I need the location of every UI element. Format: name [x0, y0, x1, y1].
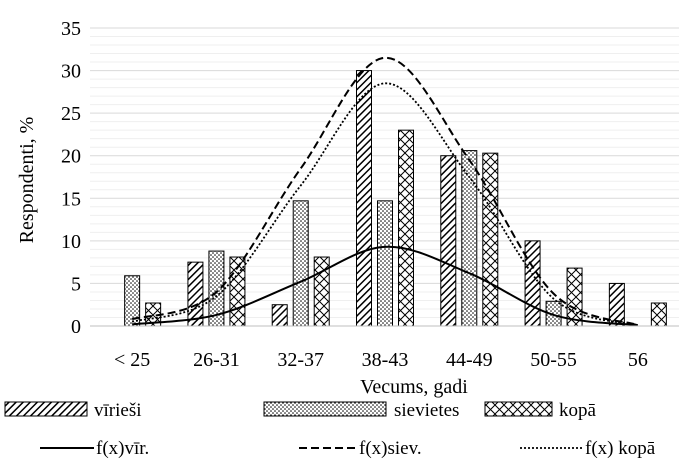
bar-diagonal-stripes — [440, 155, 457, 327]
legend-label: f(x)siev. — [359, 438, 422, 459]
bar-crosshatch — [313, 256, 330, 327]
bar-diagonal-stripes — [356, 70, 372, 327]
legend-label: sievietes — [394, 400, 459, 421]
x-tick-label: 32-37 — [277, 349, 324, 371]
bar-crosshatch — [566, 267, 583, 327]
x-tick-label: 44-49 — [446, 349, 493, 371]
x-tick-label: 56 — [628, 349, 648, 371]
y-tick-label: 15 — [61, 188, 81, 210]
bar-dots — [377, 200, 393, 327]
legend-label: vīrieši — [94, 400, 142, 421]
x-tick-label: < 25 — [114, 349, 150, 371]
y-tick-label: 5 — [71, 273, 81, 295]
bar-crosshatch — [650, 302, 667, 327]
legend-swatch-diagonal-stripes — [4, 401, 88, 417]
y-tick-label: 35 — [61, 18, 81, 40]
legend-label: kopā — [559, 400, 597, 421]
y-tick-label: 20 — [61, 146, 81, 168]
x-tick-label: 26-31 — [193, 349, 240, 371]
bar-diagonal-stripes — [524, 240, 541, 327]
x-axis-title: Vecums, gadi — [360, 376, 468, 398]
y-tick-label: 30 — [61, 61, 81, 83]
x-tick-label: 50-55 — [530, 349, 577, 371]
axes: 0 5 10 15 20 25 30 35 < 25 26-31 32-37 38-43 44-49 50… — [61, 18, 679, 371]
bar-diagonal-stripes — [187, 261, 204, 327]
legend-label: f(x)vīr. — [96, 438, 149, 459]
bar-crosshatch — [482, 152, 499, 327]
y-tick-label: 10 — [61, 231, 81, 253]
fit-curves — [131, 56, 639, 327]
bar-crosshatch — [398, 129, 414, 327]
curve-dashed — [131, 56, 639, 327]
y-tick-label: 0 — [71, 316, 81, 338]
legend-label: f(x) kopā — [585, 438, 656, 459]
curve-solid — [132, 245, 638, 327]
bar-dots — [292, 200, 309, 327]
legend-swatch-dots — [263, 401, 387, 417]
legend-swatch-crosshatch — [484, 401, 553, 417]
y-tick-label: 25 — [61, 103, 81, 125]
legend: vīrieši sievietes kopā f(x)vīr. f(x)siev. f(x… — [4, 400, 656, 459]
bar-diagonal-stripes — [271, 304, 288, 327]
y-axis-title: Respondenti, % — [16, 117, 38, 244]
bar-diagonal-stripes — [608, 282, 625, 327]
x-tick-label: 38-43 — [362, 349, 409, 371]
